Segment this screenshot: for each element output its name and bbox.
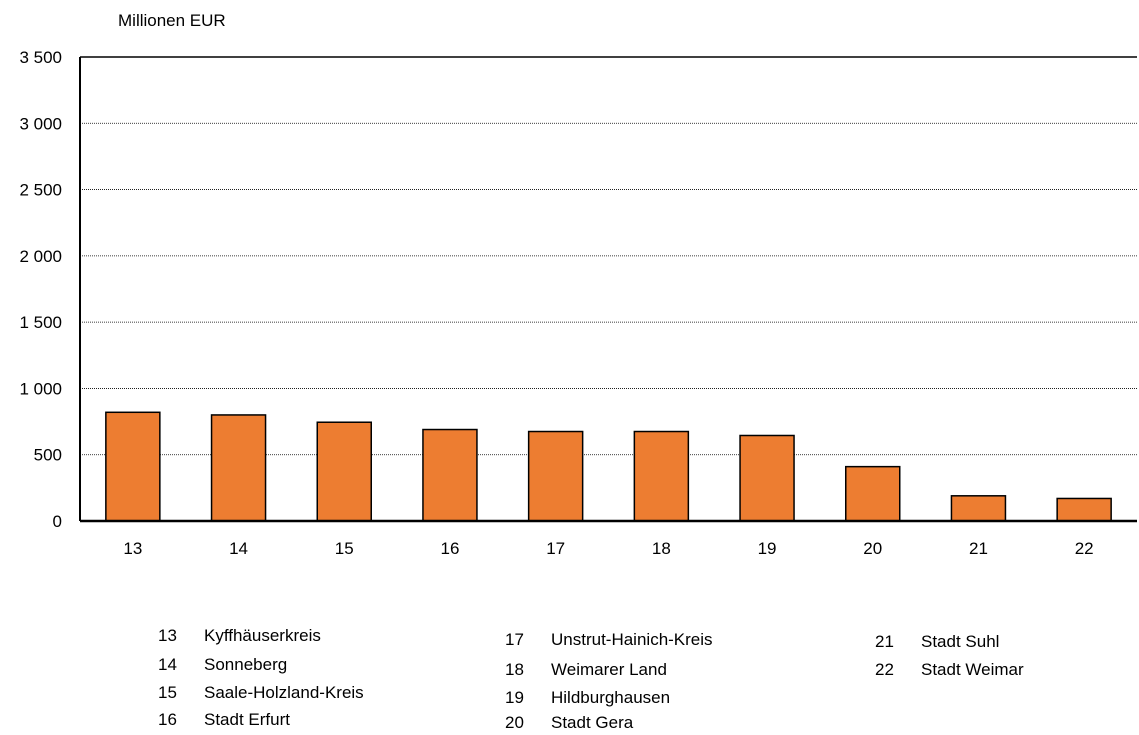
legend-number: 21 xyxy=(875,632,894,651)
legend-label: Unstrut-Hainich-Kreis xyxy=(551,630,713,649)
legend-label: Hildburghausen xyxy=(551,688,671,707)
bar-chart: 0 500 1 000 1 500 2 000 2 500 3 000 3 500 13 14 15… xyxy=(19,48,1137,558)
x-tick-label: 15 xyxy=(335,539,354,558)
y-tick-label: 3 000 xyxy=(19,114,62,133)
bar xyxy=(210,414,267,522)
legend-number: 19 xyxy=(505,688,524,707)
legend-item: 16 Stadt Erfurt xyxy=(158,710,290,730)
x-tick-label: 17 xyxy=(546,539,565,558)
bar xyxy=(527,430,584,522)
x-tick-label: 22 xyxy=(1075,539,1094,558)
legend-label: Stadt Weimar xyxy=(921,660,1024,679)
legend-label: Stadt Gera xyxy=(551,713,634,732)
legend-item: 14 Sonneberg xyxy=(158,655,287,675)
x-tick-label: 18 xyxy=(652,539,671,558)
x-tick-label: 16 xyxy=(440,539,459,558)
legend-number: 16 xyxy=(158,710,177,729)
x-tick-label: 20 xyxy=(863,539,882,558)
x-tick-label: 19 xyxy=(758,539,777,558)
x-tick-label: 13 xyxy=(123,539,142,558)
x-tick-label: 21 xyxy=(969,539,988,558)
legend-item: 18 Weimarer Land xyxy=(505,660,667,680)
bar xyxy=(316,421,372,522)
legend-number: 13 xyxy=(158,626,177,645)
legend-number: 20 xyxy=(505,713,524,732)
bar xyxy=(633,430,690,522)
y-axis-label: Millionen EUR xyxy=(118,11,226,30)
legend-number: 17 xyxy=(505,630,524,649)
legend-label: Kyffhäuserkreis xyxy=(204,626,321,645)
legend-number: 18 xyxy=(505,660,524,679)
legend-number: 22 xyxy=(875,660,894,679)
legend-item: 19 Hildburghausen xyxy=(505,688,670,708)
legend-item: 13 Kyffhäuserkreis xyxy=(158,626,321,646)
bar xyxy=(422,428,478,522)
legend-item: 17 Unstrut-Hainich-Kreis xyxy=(505,630,713,650)
y-tick-label: 1 000 xyxy=(19,379,62,398)
legend-item: 20 Stadt Gera xyxy=(505,713,633,733)
y-tick-label: 1 500 xyxy=(19,313,62,332)
y-tick-label: 0 xyxy=(53,512,62,531)
y-tick-label: 2 000 xyxy=(19,247,62,266)
y-tick-label: 500 xyxy=(34,446,62,465)
legend-number: 14 xyxy=(158,655,177,674)
x-tick-label: 14 xyxy=(229,539,248,558)
legend-item: 21 Stadt Suhl xyxy=(875,632,999,652)
legend-number: 15 xyxy=(158,683,177,702)
legend-label: Sonneberg xyxy=(204,655,288,674)
y-tick-label: 2 500 xyxy=(19,181,62,200)
bar xyxy=(845,465,901,522)
legend-label: Saale-Holzland-Kreis xyxy=(204,683,364,702)
y-tick-label: 3 500 xyxy=(19,48,62,67)
legend-label: Stadt Suhl xyxy=(921,632,1000,651)
bar xyxy=(1056,497,1112,522)
bar xyxy=(950,495,1007,522)
legend-label: Weimarer Land xyxy=(551,660,667,679)
bar xyxy=(105,411,161,522)
legend-item: 15 Saale-Holzland-Kreis xyxy=(158,683,364,703)
legend-item: 22 Stadt Weimar xyxy=(875,660,1024,680)
legend-label: Stadt Erfurt xyxy=(204,710,290,729)
bar xyxy=(739,434,795,522)
